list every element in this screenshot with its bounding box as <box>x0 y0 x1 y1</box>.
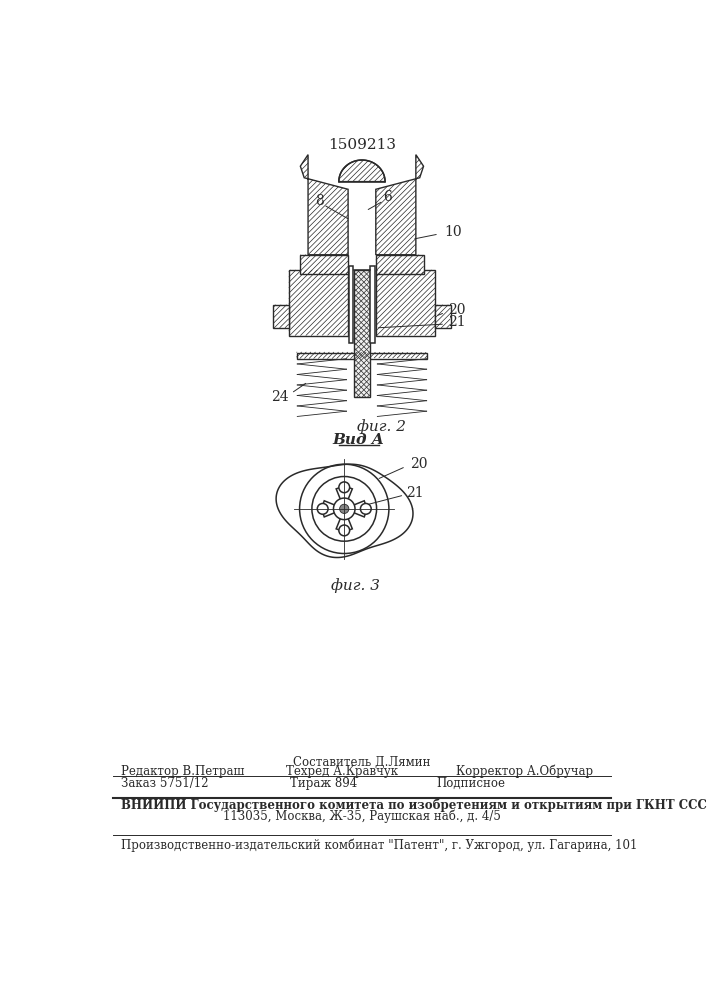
Polygon shape <box>300 155 348 255</box>
Circle shape <box>361 503 371 514</box>
Text: Корректор А.Обручар: Корректор А.Обручар <box>456 765 593 778</box>
Text: Редактор В.Петраш: Редактор В.Петраш <box>121 765 245 778</box>
Circle shape <box>317 503 328 514</box>
Polygon shape <box>296 353 428 359</box>
Text: 6: 6 <box>383 190 392 204</box>
Text: Подписное: Подписное <box>437 777 506 790</box>
Circle shape <box>339 504 349 513</box>
Polygon shape <box>349 266 354 343</box>
Wedge shape <box>322 501 344 517</box>
Polygon shape <box>376 155 423 255</box>
Text: Тираж 894: Тираж 894 <box>291 777 358 790</box>
Polygon shape <box>276 464 413 558</box>
Text: ВНИИПИ Государственного комитета по изобретениям и открытиям при ГКНТ СССР: ВНИИПИ Государственного комитета по изоб… <box>121 799 707 812</box>
Text: Вид A: Вид A <box>332 433 384 447</box>
Text: Заказ 5751/12: Заказ 5751/12 <box>121 777 209 790</box>
Circle shape <box>334 498 355 520</box>
Text: 10: 10 <box>444 225 462 239</box>
Text: 8: 8 <box>315 194 324 208</box>
Text: 24: 24 <box>271 390 288 404</box>
Wedge shape <box>336 487 352 509</box>
Text: Составитель Д.Лямин: Составитель Д.Лямин <box>293 756 431 769</box>
Polygon shape <box>300 255 348 274</box>
Polygon shape <box>288 270 348 336</box>
Wedge shape <box>336 509 352 530</box>
Circle shape <box>312 477 377 541</box>
Text: 21: 21 <box>406 486 423 500</box>
Text: фиг. 2: фиг. 2 <box>357 419 406 434</box>
Text: фиг. 3: фиг. 3 <box>332 578 380 593</box>
Polygon shape <box>435 305 450 328</box>
Text: Производственно-издательский комбинат "Патент", г. Ужгород, ул. Гагарина, 101: Производственно-издательский комбинат "П… <box>121 839 637 852</box>
Polygon shape <box>339 160 385 182</box>
Circle shape <box>339 525 350 536</box>
Text: 20: 20 <box>409 457 427 471</box>
Text: 1509213: 1509213 <box>328 138 396 152</box>
Text: 20: 20 <box>448 303 466 317</box>
Polygon shape <box>376 255 423 274</box>
Polygon shape <box>274 305 288 328</box>
Circle shape <box>339 482 350 493</box>
Polygon shape <box>370 266 375 343</box>
Polygon shape <box>354 270 370 397</box>
Text: Техред А.Кравчук: Техред А.Кравчук <box>286 765 399 778</box>
Polygon shape <box>376 270 435 336</box>
Text: 21: 21 <box>448 315 466 329</box>
Text: 113035, Москва, Ж-35, Раушская наб., д. 4/5: 113035, Москва, Ж-35, Раушская наб., д. … <box>223 809 501 823</box>
Wedge shape <box>344 501 366 517</box>
